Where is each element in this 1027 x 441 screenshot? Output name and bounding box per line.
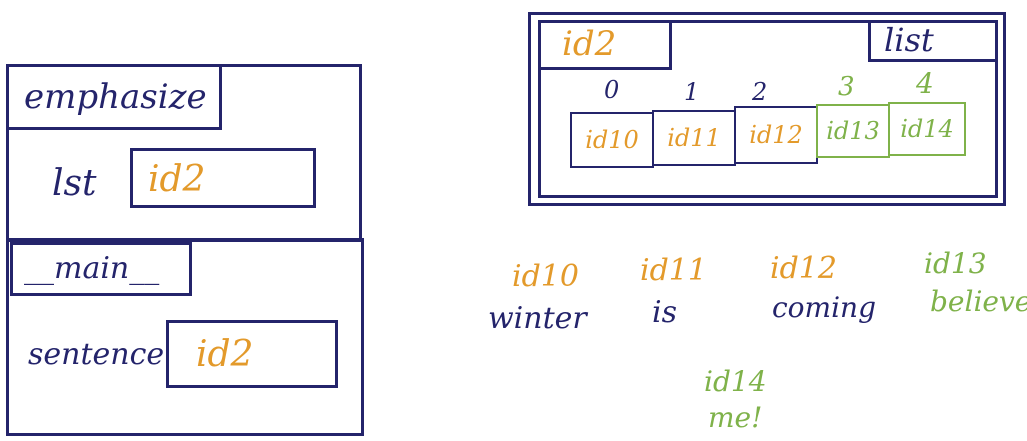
list-index: 1 (684, 78, 700, 106)
list-index: 2 (752, 78, 768, 106)
frame-main-var-box (166, 320, 338, 388)
list-cell: id13 (816, 104, 890, 158)
list-cell: id11 (652, 110, 736, 166)
value-object-text: believe (930, 285, 1027, 318)
list-cell: id10 (570, 112, 654, 168)
value-object-id: id12 (770, 251, 837, 286)
frame-emphasize-label-box (6, 64, 222, 130)
value-object-id: id10 (512, 259, 579, 294)
value-object-text: is (652, 295, 677, 330)
frame-emphasize-var-box (130, 148, 316, 208)
frame-main-var-value: id2 (196, 334, 254, 375)
value-object-text: winter (488, 301, 587, 336)
list-object-id-box (538, 20, 672, 70)
value-object-text: coming (772, 291, 877, 324)
list-index: 4 (916, 67, 934, 100)
list-object-type: list (884, 21, 934, 59)
frame-emphasize-var-value: id2 (148, 159, 206, 200)
list-index: 3 (838, 72, 855, 102)
value-object-id: id11 (640, 253, 707, 288)
list-object-outer-frame (528, 12, 1006, 206)
frame-main-name: __main__ (24, 251, 160, 286)
frame-main (6, 238, 364, 436)
frame-emphasize-name: emphasize (24, 77, 207, 117)
frame-main-var-name: sentence (28, 337, 165, 372)
frame-main-label-box (10, 242, 192, 296)
value-object-text: me! (708, 401, 763, 434)
list-cell: id12 (734, 106, 818, 164)
list-object-type-box (868, 20, 998, 62)
value-object-id: id14 (704, 365, 767, 398)
list-cell: id14 (888, 102, 966, 156)
list-object-inner-frame (538, 20, 998, 198)
list-index: 0 (604, 76, 620, 104)
list-object-id: id2 (562, 24, 617, 64)
frame-emphasize-var-name: lst (52, 163, 97, 204)
value-object-id: id13 (924, 247, 987, 280)
